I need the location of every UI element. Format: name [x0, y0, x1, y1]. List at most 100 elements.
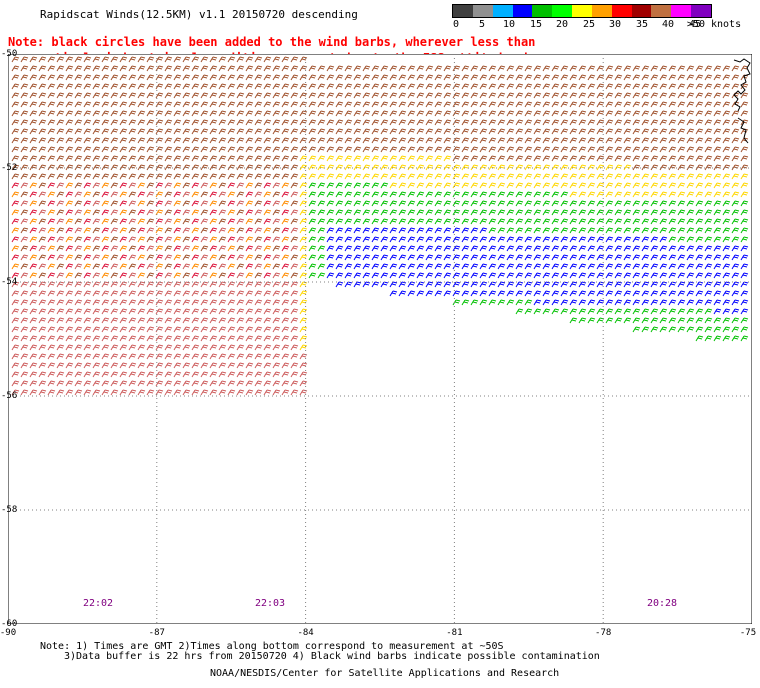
- wind-barb: [668, 245, 677, 252]
- wind-barb: [416, 83, 425, 90]
- wind-barb: [704, 137, 713, 144]
- wind-barb-map: [8, 54, 752, 624]
- wind-barb: [713, 65, 722, 72]
- wind-barb: [254, 191, 263, 198]
- wind-barb: [497, 92, 506, 99]
- wind-barb: [119, 380, 128, 387]
- wind-barb: [155, 74, 164, 81]
- wind-barb: [740, 236, 749, 243]
- wind-barb: [47, 299, 56, 306]
- wind-barb: [101, 200, 110, 207]
- wind-barb: [542, 74, 551, 81]
- wind-barb: [740, 227, 749, 234]
- wind-barb: [101, 326, 110, 333]
- wind-barb: [515, 263, 524, 270]
- wind-barb: [164, 146, 173, 153]
- wind-barb: [560, 137, 569, 144]
- wind-barb: [668, 182, 677, 189]
- wind-barb: [272, 92, 281, 99]
- wind-barb: [254, 182, 263, 189]
- wind-barb: [101, 272, 110, 279]
- wind-barb: [596, 308, 605, 315]
- wind-barb: [497, 101, 506, 108]
- wind-barb: [47, 119, 56, 126]
- wind-barb: [524, 101, 533, 108]
- wind-barb: [200, 155, 209, 162]
- wind-barb: [11, 101, 20, 108]
- wind-barb: [443, 137, 452, 144]
- wind-barb: [20, 137, 29, 144]
- wind-barb: [218, 335, 227, 342]
- wind-barb: [200, 308, 209, 315]
- wind-barb: [11, 65, 20, 72]
- wind-barb: [641, 281, 650, 288]
- wind-barb: [47, 101, 56, 108]
- wind-barb: [407, 155, 416, 162]
- wind-barb: [38, 218, 47, 225]
- wind-barb: [209, 209, 218, 216]
- wind-barb: [236, 155, 245, 162]
- wind-barb: [146, 119, 155, 126]
- wind-barb: [488, 65, 497, 72]
- wind-barb: [326, 146, 335, 153]
- wind-barb: [497, 173, 506, 180]
- wind-barb: [191, 173, 200, 180]
- wind-barb: [92, 137, 101, 144]
- wind-barb: [713, 335, 722, 342]
- legend-swatch: [492, 5, 513, 17]
- wind-barb: [227, 146, 236, 153]
- wind-barb: [227, 182, 236, 189]
- wind-barb: [380, 155, 389, 162]
- wind-barb: [659, 326, 668, 333]
- wind-barb: [533, 74, 542, 81]
- wind-barb: [128, 155, 137, 162]
- wind-barb: [659, 182, 668, 189]
- wind-barb: [254, 371, 263, 378]
- wind-barb: [425, 92, 434, 99]
- wind-barb: [722, 65, 731, 72]
- wind-barb: [497, 263, 506, 270]
- wind-barb: [389, 110, 398, 117]
- wind-barb: [236, 236, 245, 243]
- wind-barb: [182, 173, 191, 180]
- wind-barb: [119, 56, 128, 63]
- wind-barb: [434, 263, 443, 270]
- wind-barb: [533, 281, 542, 288]
- wind-barb: [362, 173, 371, 180]
- wind-barb: [83, 299, 92, 306]
- wind-barb: [488, 218, 497, 225]
- wind-barb: [20, 299, 29, 306]
- wind-barb: [641, 173, 650, 180]
- wind-barb: [461, 164, 470, 171]
- wind-barb: [92, 173, 101, 180]
- wind-barb: [38, 227, 47, 234]
- wind-barb: [65, 326, 74, 333]
- wind-barb: [506, 263, 515, 270]
- wind-barb: [569, 101, 578, 108]
- wind-barb: [146, 137, 155, 144]
- wind-barb: [74, 317, 83, 324]
- wind-barb: [641, 191, 650, 198]
- wind-barb: [704, 236, 713, 243]
- wind-barb: [20, 380, 29, 387]
- wind-barb: [290, 74, 299, 81]
- wind-barb: [227, 119, 236, 126]
- wind-barb: [533, 236, 542, 243]
- wind-barb: [281, 65, 290, 72]
- wind-barb: [227, 362, 236, 369]
- wind-barb: [227, 236, 236, 243]
- wind-barb: [362, 74, 371, 81]
- wind-barb: [641, 164, 650, 171]
- wind-barb: [245, 299, 254, 306]
- wind-barb: [398, 191, 407, 198]
- wind-barb: [281, 299, 290, 306]
- wind-barb: [425, 236, 434, 243]
- wind-barb: [20, 209, 29, 216]
- wind-barb: [74, 119, 83, 126]
- wind-barb: [119, 209, 128, 216]
- wind-barb: [641, 209, 650, 216]
- wind-barb: [227, 209, 236, 216]
- wind-barb: [542, 236, 551, 243]
- wind-barb: [425, 128, 434, 135]
- wind-barb: [11, 263, 20, 270]
